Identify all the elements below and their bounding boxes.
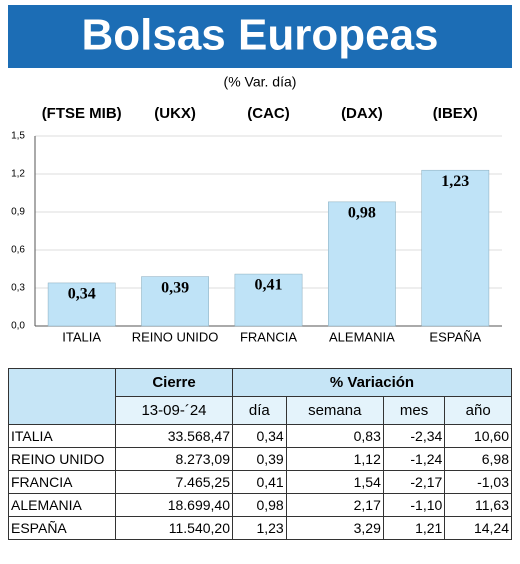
table-cell: 11.540,20	[115, 516, 233, 540]
table-cell: 10,60	[444, 424, 512, 448]
table-cell: semana	[285, 396, 384, 425]
table-cell: 0,34	[232, 424, 287, 448]
table-cell: % Variación	[232, 368, 512, 397]
table-row: ALEMANIA 18.699,40 0,98 2,17 -1,10 11,63	[8, 493, 512, 517]
table-cell	[8, 368, 116, 425]
table-cell: 3,29	[285, 516, 384, 540]
table-cell: REINO UNIDO	[8, 447, 116, 471]
y-tick-label: 1,5	[11, 131, 25, 142]
value-label: 0,34	[68, 286, 96, 303]
bar	[141, 276, 209, 327]
table-cell: 14,24	[444, 516, 512, 540]
table-cell: 13-09-´24	[115, 396, 233, 425]
table-cell: ITALIA	[8, 424, 116, 448]
value-label: 0,41	[255, 277, 283, 294]
table-cell: 33.568,47	[115, 424, 233, 448]
bar	[328, 201, 396, 327]
table-cell: -1,03	[444, 470, 512, 494]
y-tick-label: 0,9	[11, 207, 25, 218]
top-label: (IBEX)	[433, 105, 478, 122]
table-row: REINO UNIDO 8.273,09 0,39 1,12 -1,24 6,98	[8, 447, 512, 471]
table-cell: 18.699,40	[115, 493, 233, 517]
table-cell: 1,23	[232, 516, 287, 540]
x-tick-label: ALEMANIA	[329, 329, 395, 344]
table-row: 13-09-´24 día semana mes año	[9, 396, 512, 425]
table-cell: 0,41	[232, 470, 287, 494]
value-label: 0,39	[161, 279, 189, 296]
top-label: (FTSE MIB)	[42, 105, 122, 122]
bar	[47, 282, 116, 327]
table-cell: año	[444, 396, 512, 425]
chart: Bolsas Europeas (% Var. día) 0,0 0,3 0,6 0,…	[8, 5, 512, 344]
table-cell: día	[232, 396, 287, 425]
y-tick-label: 0,6	[11, 245, 25, 256]
y-tick-label: 0,0	[11, 321, 25, 332]
x-tick-label: ESPAÑA	[429, 329, 481, 344]
title-banner	[8, 5, 512, 68]
top-label: (CAC)	[247, 105, 290, 122]
bar	[234, 273, 303, 327]
data-table: Cierre% Variación 13-09-´24 día semana mes añ…	[8, 368, 512, 540]
table-cell: -2,17	[382, 470, 446, 494]
chart-subtitle: (% Var. día)	[224, 74, 297, 90]
table-cell: 1,12	[285, 447, 384, 471]
table-row: Cierre% Variación	[8, 368, 512, 425]
table-cell: Cierre	[115, 368, 233, 397]
y-tick-label: 0,3	[11, 283, 25, 294]
value-label: 0,98	[348, 205, 376, 222]
table-row: ITALIA 33.568,47 0,34 0,83 -2,34 10,60	[8, 424, 512, 448]
x-tick-label: ITALIA	[62, 329, 101, 344]
x-tick-label: FRANCIA	[240, 329, 297, 344]
bar	[421, 169, 490, 327]
table-cell: 0,83	[285, 424, 384, 448]
table-cell: 1,54	[285, 470, 384, 494]
table-cell: -1,10	[382, 493, 446, 517]
table-cell: -1,24	[382, 447, 446, 471]
table-cell: -2,34	[382, 424, 446, 448]
chart-title: Bolsas Europeas	[81, 11, 438, 60]
table-cell: 8.273,09	[115, 447, 233, 471]
table-cell: FRANCIA	[8, 470, 116, 494]
top-label: (DAX)	[341, 105, 383, 122]
table-cell: 2,17	[285, 493, 384, 517]
table-cell: 11,63	[444, 493, 512, 517]
table-cell: ALEMANIA	[8, 493, 116, 517]
table-cell: 0,39	[232, 447, 287, 471]
x-tick-label: REINO UNIDO	[132, 329, 219, 344]
table-row: ESPAÑA 11.540,20 1,23 3,29 1,21 14,24	[8, 516, 512, 540]
table-cell: 0,98	[232, 493, 287, 517]
table-cell: ESPAÑA	[8, 516, 116, 540]
y-tick-label: 1,2	[11, 169, 25, 180]
top-label: (UKX)	[154, 105, 196, 122]
table-cell: 7.465,25	[115, 470, 233, 494]
table-cell: 6,98	[444, 447, 512, 471]
table-cell: 1,21	[382, 516, 446, 540]
table-row: FRANCIA 7.465,25 0,41 1,54 -2,17 -1,03	[8, 470, 512, 494]
value-label: 1,23	[441, 173, 469, 190]
table-cell: mes	[382, 396, 446, 425]
